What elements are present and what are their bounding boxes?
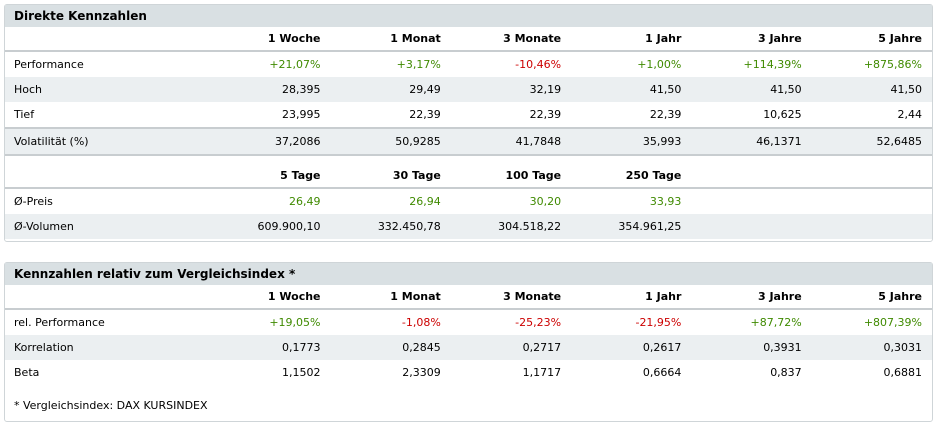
cell-value: 33,93 [649,195,682,208]
row-label: Performance [14,58,84,71]
cell-value: 35,993 [571,127,692,156]
cell-value: +19,05% [269,316,321,329]
column-header: 3 Monate [450,27,572,52]
column-header [811,164,932,189]
cell-value: +114,39% [743,58,802,71]
column-header: 30 Tage [330,164,451,189]
table-row: Ø-Preis 26,49 26,94 30,20 33,93 [5,188,932,214]
footnote: * Vergleichsindex: DAX KURSINDEX [14,399,208,412]
cell-value: 37,2086 [210,127,331,156]
cell-value: +21,07% [269,58,321,71]
cell-value: 0,2845 [330,335,451,360]
avg-header-row: 5 Tage 30 Tage 100 Tage 250 Tage [5,164,932,189]
cell-value: 354.961,25 [571,214,692,239]
cell-value: +1,00% [637,58,682,71]
table-row: Hoch 28,395 29,49 32,19 41,50 41,50 41,50 [5,77,932,102]
cell-value [811,214,932,239]
cell-value: 30,20 [529,195,562,208]
column-header: 1 Jahr [571,27,692,52]
row-label: Ø-Volumen [5,214,211,239]
column-header: 1 Jahr [571,285,692,310]
cell-value: 0,3931 [691,335,812,360]
cell-value: 41,50 [571,77,692,102]
cell-value: 50,9285 [330,127,451,156]
cell-value: 29,49 [330,77,451,102]
cell-value: 41,7848 [450,127,572,156]
table-row: Volatilität (%) 37,2086 50,9285 41,7848 35,9… [5,127,932,156]
column-header: 1 Woche [210,27,331,52]
column-header: 3 Jahre [691,285,812,310]
cell-value: 10,625 [763,108,802,121]
table-row: Tief 23,995 22,39 22,39 22,39 10,625 2,44 [5,102,932,128]
cell-value: 0,837 [770,366,802,379]
table-row: Korrelation 0,1773 0,2845 0,2717 0,2617 0,393… [5,335,932,360]
relative-metrics-table: 1 Woche 1 Monat 3 Monate 1 Jahr 3 Jahre 5 Jah… [5,285,932,385]
table-row: rel. Performance +19,05% -1,08% -25,23% -21,… [5,309,932,335]
cell-value: 0,2717 [450,335,572,360]
cell-value: +3,17% [396,58,441,71]
cell-value: 22,39 [409,108,441,121]
cell-value: 26,94 [409,195,441,208]
row-label: rel. Performance [14,316,105,329]
direct-metrics-table: 1 Woche 1 Monat 3 Monate 1 Jahr 3 Jahre 5 Jah… [5,27,932,239]
column-header: 3 Jahre [691,27,812,52]
cell-value: 0,2617 [571,335,692,360]
cell-value: 0,1773 [210,335,331,360]
cell-value: +807,39% [863,316,922,329]
column-header: 5 Jahre [811,27,932,52]
row-label: Korrelation [5,335,211,360]
panel-title: Direkte Kennzahlen [5,5,932,27]
cell-value: 22,39 [649,108,682,121]
table-row: Performance +21,07% +3,17% -10,46% +1,00% +11… [5,51,932,77]
cell-value: 22,39 [529,108,562,121]
direct-metrics-panel: Direkte Kennzahlen 1 Woche 1 Monat 3 Monat… [4,4,933,242]
cell-value: -21,95% [635,316,682,329]
row-label: Tief [14,108,35,121]
cell-value: 46,1371 [691,127,812,156]
row-label: Beta [14,366,40,379]
cell-value [691,214,812,239]
cell-value: 41,50 [691,77,812,102]
cell-value: -1,08% [401,316,441,329]
cell-value: 32,19 [450,77,572,102]
cell-value: 26,49 [289,195,321,208]
cell-value: 2,3309 [402,366,441,379]
cell-value: 332.450,78 [330,214,451,239]
column-header: 5 Tage [210,164,331,189]
cell-value: 0,3031 [811,335,932,360]
column-header: 3 Monate [450,285,572,310]
column-header: 1 Monat [330,27,451,52]
cell-value: 609.900,10 [210,214,331,239]
cell-value: 0,6664 [642,366,682,379]
column-header: 5 Jahre [811,285,932,310]
cell-value: 1,1502 [282,366,321,379]
cell-value: -25,23% [515,316,562,329]
cell-value: 28,395 [210,77,331,102]
row-label: Volatilität (%) [5,127,211,156]
cell-value: 52,6485 [811,127,932,156]
cell-value: 304.518,22 [450,214,572,239]
row-label: Ø-Preis [14,195,53,208]
column-header: 250 Tage [571,164,692,189]
cell-value: 2,44 [897,108,923,121]
table-row: Ø-Volumen 609.900,10 332.450,78 304.518,22 3… [5,214,932,239]
column-header [691,164,812,189]
panel-title: Kennzahlen relativ zum Vergleichsindex * [5,263,932,285]
cell-value: 23,995 [282,108,321,121]
cell-value: 0,6881 [883,366,923,379]
cell-value [812,188,932,214]
cell-value [691,188,811,214]
cell-value: -10,46% [515,58,562,71]
cell-value: +875,86% [863,58,922,71]
cell-value: +87,72% [750,316,802,329]
column-header: 1 Woche [210,285,331,310]
cell-value: 1,1717 [522,366,562,379]
cell-value: 41,50 [811,77,932,102]
column-header: 1 Monat [330,285,451,310]
relative-metrics-panel: Kennzahlen relativ zum Vergleichsindex *… [4,262,933,422]
row-label: Hoch [5,77,211,102]
table-row: Beta 1,1502 2,3309 1,1717 0,6664 0,837 0,6881 [5,360,932,385]
column-header: 100 Tage [450,164,572,189]
